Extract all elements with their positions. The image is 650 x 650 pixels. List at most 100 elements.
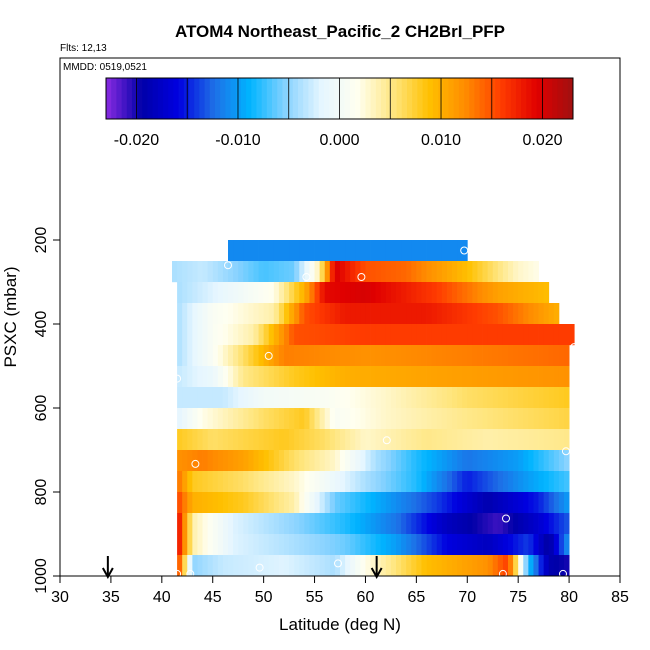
heatmap-cell	[370, 555, 377, 577]
heatmap-cell	[197, 534, 203, 556]
heatmap-cell	[365, 282, 371, 304]
heatmap-cell	[289, 324, 295, 346]
heatmap-cell	[238, 471, 244, 493]
colorbar-segment	[412, 78, 418, 119]
heatmap-cell	[202, 513, 209, 535]
colorbar-segment	[292, 78, 299, 119]
heatmap-cell	[538, 534, 545, 556]
heatmap-cell	[334, 555, 341, 577]
heatmap-cell	[222, 429, 229, 451]
heatmap-cell	[289, 492, 295, 514]
colorbar-segment	[536, 78, 543, 119]
colorbar-segment	[308, 78, 314, 119]
heatmap-cell	[268, 408, 275, 430]
heatmap-cell	[487, 450, 494, 472]
heatmap-cell	[207, 492, 214, 514]
heatmap-cell	[467, 471, 473, 493]
heatmap-cell	[314, 534, 321, 556]
colorbar-segment	[121, 78, 128, 119]
heatmap-cell	[284, 492, 290, 514]
heatmap-cell	[329, 471, 336, 493]
heatmap-cell	[294, 324, 300, 346]
heatmap-cell	[462, 345, 468, 367]
heatmap-cell	[228, 324, 234, 346]
heatmap-cell	[497, 555, 504, 577]
heatmap-cell	[238, 345, 244, 367]
heatmap-cell	[268, 513, 275, 535]
heatmap-cell	[273, 303, 280, 325]
heatmap-cell	[228, 429, 234, 451]
heatmap-cell	[299, 534, 305, 556]
heatmap-cell	[462, 555, 468, 577]
heatmap-cell	[548, 450, 555, 472]
heatmap-cell	[426, 513, 433, 535]
heatmap-cell	[284, 471, 290, 493]
heatmap-cell	[380, 408, 387, 430]
colorbar-segment	[562, 78, 569, 119]
heatmap-cell	[477, 408, 483, 430]
heatmap-cell	[197, 324, 203, 346]
heatmap-cell	[268, 429, 275, 451]
heatmap-cell	[187, 408, 193, 430]
heatmap-cell	[487, 555, 494, 577]
heatmap-cell	[253, 408, 259, 430]
heatmap-cell	[492, 261, 499, 283]
heatmap-cell	[564, 513, 570, 535]
heatmap-cell	[284, 387, 290, 409]
heatmap-cell	[340, 387, 346, 409]
heatmap-cell	[472, 282, 478, 304]
heatmap-cell	[513, 471, 519, 493]
heatmap-cell	[345, 261, 351, 283]
heatmap-cell	[421, 345, 427, 367]
sample-point	[224, 261, 232, 270]
heatmap-cell	[543, 555, 550, 577]
heatmap-cell	[564, 345, 570, 367]
heatmap-cell	[385, 492, 392, 514]
colorbar-segment	[137, 78, 143, 119]
heatmap-cell	[411, 282, 417, 304]
heatmap-cell	[217, 261, 224, 283]
heatmap-cell	[182, 513, 188, 535]
heatmap-cell	[375, 450, 382, 472]
heatmap-cell	[518, 345, 524, 367]
heatmap-cell	[411, 534, 417, 556]
colorbar-segment	[339, 78, 346, 119]
colorbar-segment	[266, 78, 273, 119]
colorbar-segment	[370, 78, 377, 119]
heatmap-cell	[441, 261, 448, 283]
heatmap-cell	[202, 408, 209, 430]
heatmap-cell	[248, 471, 254, 493]
heatmap-cell	[365, 450, 371, 472]
heatmap-cell	[182, 408, 188, 430]
heatmap-cell	[345, 534, 351, 556]
heatmap-cell	[497, 366, 504, 388]
heatmap-cell	[217, 345, 224, 367]
heatmap-cell	[477, 492, 483, 514]
colorbar-segment	[277, 78, 283, 119]
heatmap-cell	[334, 282, 341, 304]
heatmap-cell	[452, 534, 458, 556]
heatmap-cell	[482, 534, 489, 556]
heatmap-cell	[467, 366, 473, 388]
heatmap-cell	[334, 471, 341, 493]
heatmap-cell	[528, 429, 534, 451]
heatmap-cell	[309, 471, 315, 493]
heatmap-cell	[294, 534, 300, 556]
heatmap-cell	[197, 513, 203, 535]
heatmap-cell	[268, 303, 275, 325]
heatmap-cell	[492, 534, 499, 556]
heatmap-cell	[482, 303, 489, 325]
heatmap-cell	[329, 492, 336, 514]
heatmap-cell	[487, 345, 494, 367]
heatmap-cell	[472, 471, 478, 493]
heatmap-cell	[212, 408, 219, 430]
heatmap-cell	[416, 450, 422, 472]
heatmap-cell	[355, 471, 361, 493]
heatmap-cell	[233, 534, 239, 556]
colorbar-segment	[168, 78, 174, 119]
heatmap-cell	[324, 429, 331, 451]
colorbar-segment	[464, 78, 470, 119]
heatmap-cell	[197, 555, 203, 577]
heatmap-cell	[217, 303, 224, 325]
heatmap-cell	[329, 534, 336, 556]
